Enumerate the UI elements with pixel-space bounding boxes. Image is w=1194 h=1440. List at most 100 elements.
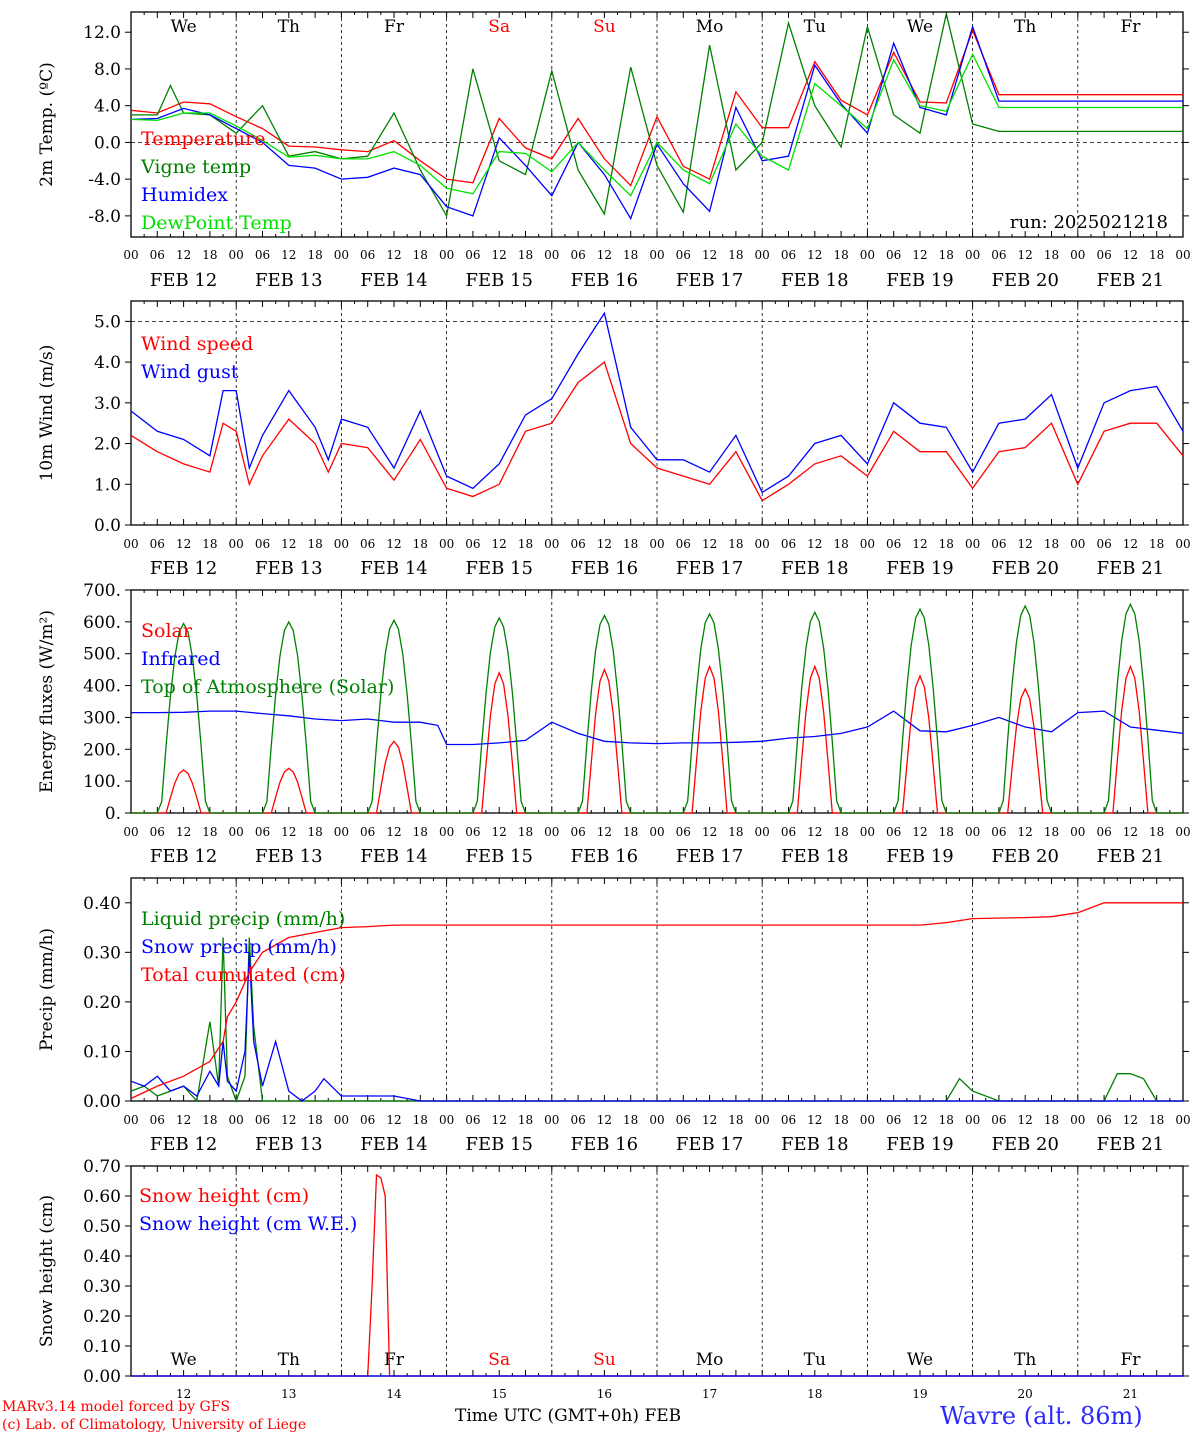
y-tick-label: 0.40 [83, 894, 121, 914]
hour-label: 06 [255, 825, 270, 839]
legend-entry: Solar [141, 620, 193, 642]
hour-label: 06 [150, 537, 165, 551]
hour-label: 12 [807, 825, 822, 839]
series-line-temperature [130, 28, 1183, 187]
weekday-label: Th [278, 17, 300, 37]
day-number-label: 13 [281, 1387, 296, 1401]
hour-label: 12 [492, 248, 507, 262]
hour-label: 12 [807, 537, 822, 551]
day-number-label: 17 [702, 1387, 717, 1401]
hour-label: 00 [649, 1113, 664, 1127]
legend-entry: Snow height (cm W.E.) [139, 1213, 357, 1235]
y-tick-label: 0.30 [83, 943, 121, 963]
hour-label: 12 [597, 248, 612, 262]
hour-label: 00 [229, 825, 244, 839]
date-label: FEB 13 [255, 270, 322, 291]
date-label: FEB 19 [886, 558, 953, 579]
hour-label: 12 [386, 537, 401, 551]
hour-label: 18 [518, 537, 533, 551]
series-line-total-cumulated-cm [130, 902, 1183, 1100]
series-line-snow-precip-mm-h [130, 952, 1183, 1102]
hour-label: 06 [465, 248, 480, 262]
hour-label: 18 [833, 537, 848, 551]
date-label: FEB 12 [150, 846, 217, 867]
series-line-vigne-temp [131, 13, 1183, 218]
y-tick-label: 0.10 [83, 1042, 121, 1062]
hour-label: 00 [755, 1113, 770, 1127]
hour-label: 06 [360, 825, 375, 839]
hour-label: 12 [597, 1113, 612, 1127]
hour-label: 12 [1123, 1113, 1138, 1127]
date-label: FEB 20 [991, 1134, 1058, 1155]
date-label: FEB 14 [360, 270, 427, 291]
hour-label: 06 [465, 825, 480, 839]
hour-label: 00 [1070, 1113, 1085, 1127]
y-axis-label: 2m Temp. (ºC) [37, 62, 57, 187]
y-tick-label: 0.40 [83, 1247, 121, 1267]
hour-label: 06 [991, 248, 1006, 262]
date-label: FEB 20 [991, 558, 1058, 579]
hour-label: 12 [912, 248, 927, 262]
hour-label: 18 [623, 1113, 638, 1127]
run-label: run: 2025021218 [1010, 212, 1168, 233]
hour-label: 06 [781, 537, 796, 551]
hour-label: 18 [413, 1113, 428, 1127]
hour-label: 12 [281, 825, 296, 839]
hour-label: 12 [492, 1113, 507, 1127]
hour-label: 00 [439, 248, 454, 262]
weekday-label: Th [278, 1350, 300, 1370]
hour-label: 18 [202, 825, 217, 839]
y-tick-label: 5.0 [94, 312, 121, 332]
weekday-label: Fr [1120, 1350, 1141, 1370]
hour-label: 00 [334, 537, 349, 551]
hour-label: 00 [123, 1113, 138, 1127]
hour-label: 12 [1018, 825, 1033, 839]
hour-label: 18 [1149, 248, 1164, 262]
y-tick-label: 8.0 [94, 60, 121, 80]
hour-label: 06 [570, 537, 585, 551]
hour-label: 00 [334, 825, 349, 839]
hour-label: 06 [1096, 825, 1111, 839]
hour-label: 18 [728, 248, 743, 262]
y-tick-label: 200. [83, 740, 121, 760]
hour-label: 00 [649, 537, 664, 551]
hour-label: 06 [781, 825, 796, 839]
date-label: FEB 18 [781, 558, 848, 579]
hour-label: 00 [1175, 248, 1190, 262]
day-number-label: 16 [597, 1387, 612, 1401]
hour-label: 00 [544, 537, 559, 551]
hour-label: 00 [544, 248, 559, 262]
hour-label: 18 [518, 1113, 533, 1127]
hour-label: 00 [1070, 248, 1085, 262]
hour-label: 12 [702, 537, 717, 551]
y-tick-label: -4.0 [88, 170, 121, 190]
legend-entry: Vigne temp [140, 156, 251, 178]
date-label: FEB 12 [150, 558, 217, 579]
series-line-top-of-atmosphere-solar [131, 602, 1183, 814]
hour-label: 18 [307, 537, 322, 551]
y-axis-label: 10m Wind (m/s) [37, 345, 57, 482]
series-line-wind-gust [130, 311, 1184, 494]
hour-label: 18 [939, 248, 954, 262]
date-label: FEB 16 [571, 1134, 638, 1155]
legend-entry: Top of Atmosphere (Solar) [141, 676, 394, 698]
y-tick-label: 0.0 [94, 133, 121, 153]
hour-label: 00 [229, 537, 244, 551]
date-label: FEB 16 [571, 558, 638, 579]
hour-label: 12 [807, 1113, 822, 1127]
x-axis-title: Time UTC (GMT+0h) [455, 1406, 640, 1426]
hour-label: 06 [255, 248, 270, 262]
series-line-dewpoint-temp [130, 52, 1183, 197]
date-label: FEB 19 [886, 270, 953, 291]
day-number-label: 18 [807, 1387, 822, 1401]
hour-label: 00 [649, 248, 664, 262]
date-label: FEB 18 [781, 270, 848, 291]
hour-label: 12 [1123, 537, 1138, 551]
y-tick-label: 4.0 [94, 97, 121, 117]
series-line-snow-height-cm [131, 1173, 1183, 1377]
footer-lab-credit: (c) Lab. of Climatology, University of L… [2, 1417, 307, 1433]
footer-model-credit: MARv3.14 model forced by GFS [2, 1399, 231, 1415]
y-tick-label: 1.0 [94, 475, 121, 495]
hour-label: 12 [1123, 248, 1138, 262]
